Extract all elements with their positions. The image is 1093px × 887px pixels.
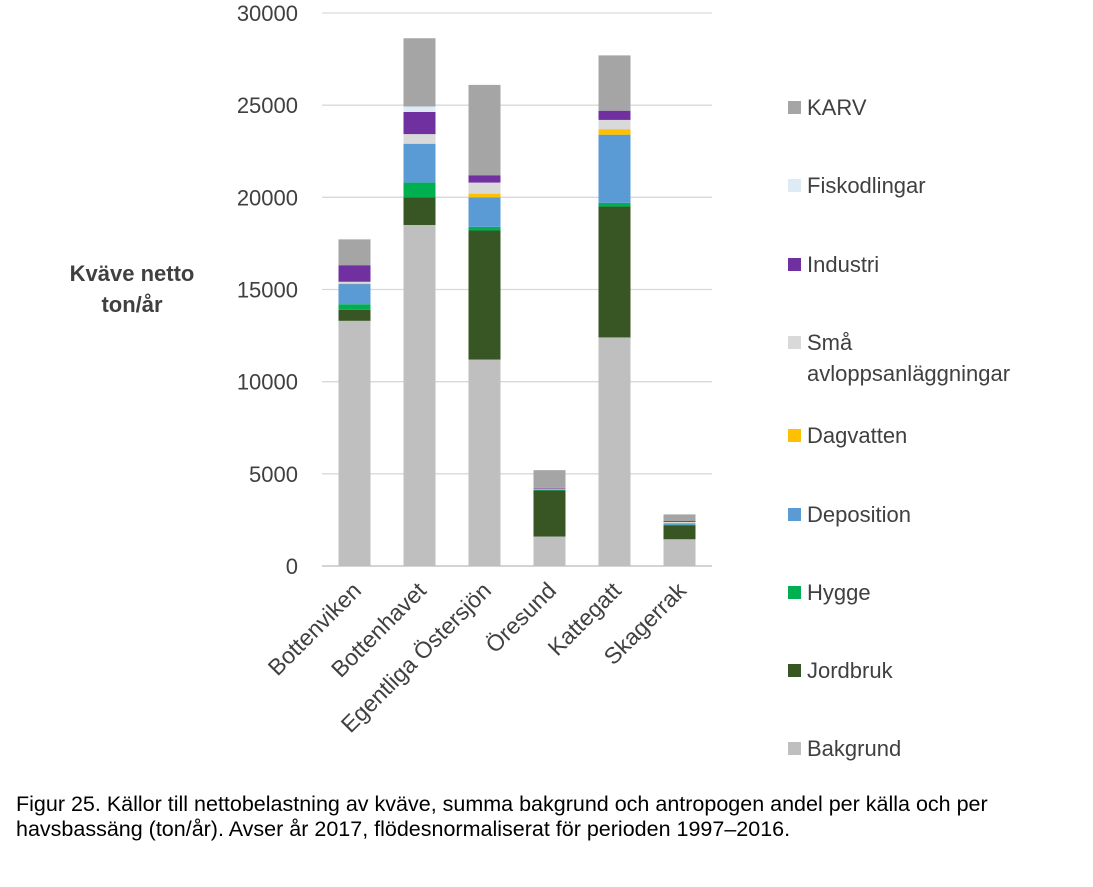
bar-segment-industri xyxy=(663,521,696,522)
y-axis-title: ton/år xyxy=(101,292,163,317)
bar-segment-jordbruk xyxy=(598,206,631,338)
legend-swatch xyxy=(788,101,801,114)
bar-segment-karv xyxy=(338,239,371,266)
bar-segment-deposition xyxy=(663,523,696,525)
bar-segment-karv xyxy=(533,470,566,488)
legend-label: Fiskodlingar xyxy=(807,170,926,201)
bar-segment-små-avloppsanläggningar xyxy=(468,182,501,194)
bar-segment-deposition xyxy=(403,143,436,183)
legend-label-line: avloppsanläggningar xyxy=(807,360,1011,386)
y-tick-label: 15000 xyxy=(237,278,298,303)
bar-segment-dagvatten xyxy=(403,143,436,144)
bar-segment-deposition xyxy=(468,197,501,227)
legend-item: Fiskodlingar xyxy=(788,170,926,201)
bar-segment-små-avloppsanläggningar xyxy=(403,134,436,144)
y-tick-label: 5000 xyxy=(249,462,298,487)
bar-segment-jordbruk xyxy=(403,197,436,225)
legend-label: Deposition xyxy=(807,499,911,530)
bar-segment-hygge xyxy=(663,524,696,526)
legend-label: Jordbruk xyxy=(807,655,893,686)
bar-segment-deposition xyxy=(533,489,566,491)
bar-segment-dagvatten xyxy=(468,193,501,198)
legend-item: Industri xyxy=(788,249,879,280)
bar-segment-hygge xyxy=(468,226,501,231)
bar-segment-dagvatten xyxy=(663,522,696,524)
legend-swatch xyxy=(788,257,801,271)
legend-swatch xyxy=(788,664,801,678)
legend-label-line: Små xyxy=(807,329,853,355)
y-tick-label: 25000 xyxy=(237,93,298,118)
legend-label: Industri xyxy=(807,249,879,280)
bar-segment-hygge xyxy=(598,202,631,207)
bar-segment-dagvatten xyxy=(533,489,566,490)
legend-label-line: Industri xyxy=(807,251,880,277)
legend-label-line: Deposition xyxy=(807,501,911,527)
bar-segment-hygge xyxy=(533,490,566,491)
bar-segment-bakgrund xyxy=(403,224,436,566)
bar-segment-hygge xyxy=(338,304,371,310)
bar-segment-deposition xyxy=(338,283,371,305)
bar-segment-små-avloppsanläggningar xyxy=(598,119,631,130)
y-tick-label: 20000 xyxy=(237,185,298,210)
legend-swatch xyxy=(788,335,801,349)
legend-item: Hygge xyxy=(788,577,871,608)
bar-segment-små-avloppsanläggningar xyxy=(533,488,566,490)
legend-label: KARV xyxy=(807,92,867,123)
bar-segment-karv xyxy=(468,84,501,176)
legend-label-line: Dagvatten xyxy=(807,423,908,449)
legend-item: Dagvatten xyxy=(788,420,907,451)
y-tick-label: 10000 xyxy=(237,370,298,395)
bar-segment-bakgrund xyxy=(598,337,631,566)
bar-segment-hygge xyxy=(403,182,436,198)
y-axis-title: Kväve netto xyxy=(70,261,195,286)
legend-item: Jordbruk xyxy=(788,655,893,686)
legend-label-line: Jordbruk xyxy=(807,658,893,684)
figure-caption: Figur 25. Källor till nettobelastning av… xyxy=(16,792,988,841)
legend-label: Bakgrund xyxy=(807,733,901,764)
bar-segment-jordbruk xyxy=(468,230,501,360)
bar-segment-industri xyxy=(533,487,566,489)
bar-segment-industri xyxy=(338,265,371,282)
bar-segment-små-avloppsanläggningar xyxy=(338,281,371,284)
bar-segment-dagvatten xyxy=(338,283,371,285)
bar-segment-karv xyxy=(403,38,436,107)
legend-label: Dagvatten xyxy=(807,420,907,451)
y-tick-label: 30000 xyxy=(237,1,298,26)
bar-segment-jordbruk xyxy=(338,309,371,321)
bar-segment-bakgrund xyxy=(663,539,696,566)
legend-swatch xyxy=(788,507,801,521)
bar-segment-jordbruk xyxy=(663,525,696,540)
stacked-bar-chart: 0 5000 10000 15000 20000 25000 30000 Kväve nett… xyxy=(70,1,712,737)
chart-legend: KARV Fiskodlingar Industri Små avloppsanlägg… xyxy=(788,92,1088,762)
legend-swatch xyxy=(788,742,801,756)
legend-item: Bakgrund xyxy=(788,733,901,764)
legend-label: Hygge xyxy=(807,577,871,608)
legend-label-line: Fiskodlingar xyxy=(807,173,926,199)
legend-item: Deposition xyxy=(788,499,911,530)
legend-swatch xyxy=(788,179,801,193)
legend-item: KARV xyxy=(788,92,867,123)
bar-segment-industri xyxy=(468,175,501,183)
bar-segment-bakgrund xyxy=(533,536,566,566)
bar-segment-bakgrund xyxy=(468,359,501,566)
bar-segment-bakgrund xyxy=(338,320,371,566)
legend-label-line: Bakgrund xyxy=(807,736,902,762)
legend-swatch xyxy=(788,585,801,599)
legend-item: Små avloppsanläggningar xyxy=(788,327,1010,389)
bar-segment-fiskodlingar xyxy=(403,106,436,112)
legend-label: Små avloppsanläggningar xyxy=(807,327,1010,389)
bar-segment-dagvatten xyxy=(598,129,631,135)
bar-segment-små-avloppsanläggningar xyxy=(663,521,696,523)
bar-segment-karv xyxy=(598,55,631,111)
bar-segment-industri xyxy=(403,111,436,135)
legend-label-line: Hygge xyxy=(807,579,871,605)
legend-label-line: KARV xyxy=(807,95,867,120)
bar-segment-industri xyxy=(598,110,631,120)
bar-segment-jordbruk xyxy=(533,490,566,537)
legend-swatch xyxy=(788,429,801,443)
bar-segment-deposition xyxy=(598,134,631,203)
y-tick-label: 0 xyxy=(286,554,298,579)
bar-segment-karv xyxy=(663,514,696,522)
